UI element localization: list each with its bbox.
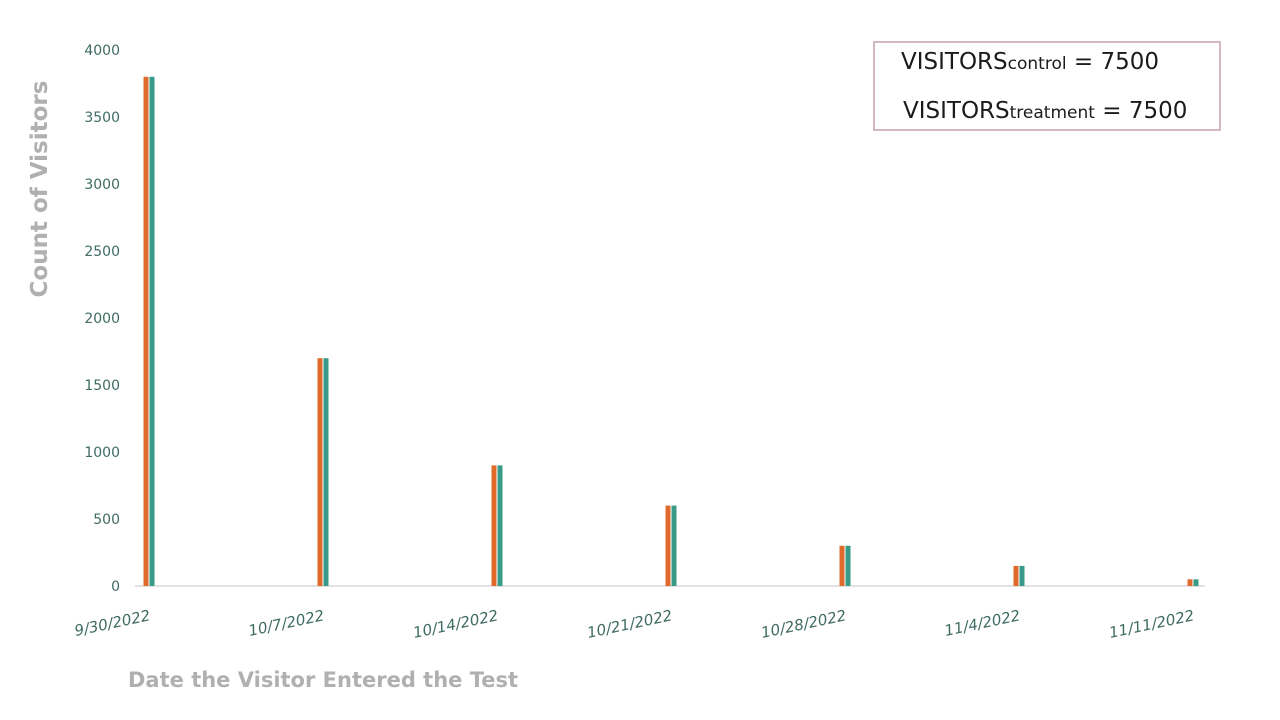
x-tick-label: 10/21/2022 [586,606,674,642]
bar-series-2 [149,76,155,587]
x-tick-label: 10/14/2022 [412,606,500,642]
bar-series-1 [839,545,845,586]
y-axis-ticks: 0 500 1000 1500 2000 2500 3000 3500 4000 [84,43,120,595]
y-tick-label: 2500 [84,244,120,260]
bar-series-2 [1193,579,1199,586]
control-total: VISITORScontrol = 7500 [901,49,1160,75]
bar-series-2 [671,505,677,586]
x-tick-label: 9/30/2022 [73,606,152,640]
y-tick-label: 500 [93,512,120,528]
bar-series-1 [491,465,497,586]
y-axis-title: Count of Visitors [27,81,53,298]
bar-series-2 [323,358,329,586]
bar-series-2 [1019,565,1025,586]
bar-series-1 [1013,565,1019,586]
bar-series-1 [1187,579,1193,586]
y-tick-label: 3000 [84,177,120,193]
bar-series-2 [497,465,503,586]
x-tick-label: 11/11/2022 [1108,606,1196,642]
x-tick-label: 10/28/2022 [760,606,848,642]
x-tick-label: 10/7/2022 [247,606,326,640]
treatment-total: VISITORStreatment = 7500 [903,98,1188,124]
bar-series-1 [317,358,323,586]
x-tick-label: 11/4/2022 [943,606,1022,640]
visitor-totals-box: VISITORScontrol = 7500 VISITORStreatment… [873,41,1221,131]
bar-series-2 [845,545,851,586]
y-tick-label: 2000 [84,311,120,327]
y-tick-label: 3500 [84,110,120,126]
x-axis-title: Date the Visitor Entered the Test [128,668,518,692]
bar-series-1 [665,505,671,586]
bar-series-1 [143,76,149,587]
y-tick-label: 1000 [84,445,120,461]
y-tick-label: 0 [111,579,120,595]
y-tick-label: 4000 [84,43,120,59]
y-tick-label: 1500 [84,378,120,394]
x-axis-ticks: 9/30/2022 10/7/2022 10/14/2022 10/21/2022 10… [73,606,1196,642]
bars [143,76,1199,587]
